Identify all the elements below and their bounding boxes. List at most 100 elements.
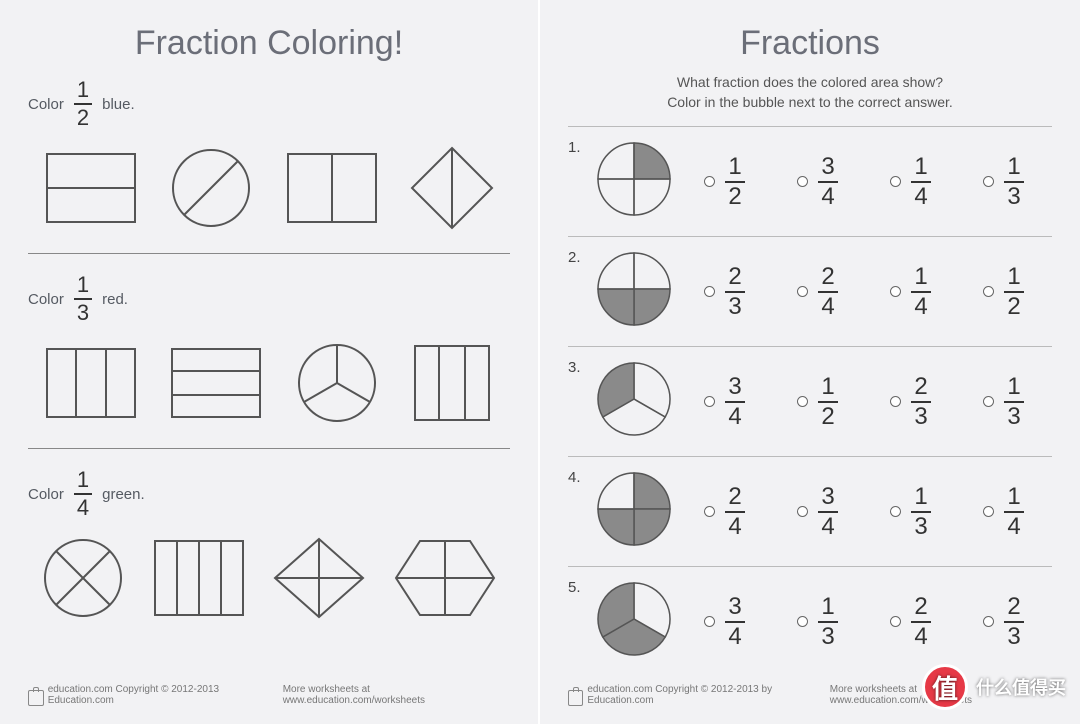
- option-fraction: 23: [725, 265, 744, 319]
- answer-option[interactable]: 12: [797, 375, 841, 429]
- answer-option[interactable]: 34: [797, 485, 841, 539]
- answer-option[interactable]: 13: [983, 375, 1027, 429]
- question-pie: [594, 579, 672, 664]
- shape-rect-h3: [166, 343, 266, 423]
- option-fraction: 34: [818, 155, 837, 209]
- option-fraction: 34: [725, 375, 744, 429]
- bubble-icon[interactable]: [983, 616, 994, 627]
- option-fraction: 24: [818, 265, 837, 319]
- question-row: 3. 34 12 23 13: [568, 346, 1052, 456]
- options: 23 24 14 12: [680, 265, 1052, 319]
- question-row: 5. 34 13 24 23: [568, 566, 1052, 676]
- watermark: 值 什么值得买: [922, 664, 1066, 710]
- questions-list: 1. 12 34 14 13 2. 23 24: [568, 126, 1052, 676]
- bubble-icon[interactable]: [704, 286, 715, 297]
- bubble-icon[interactable]: [890, 396, 901, 407]
- bubble-icon[interactable]: [890, 176, 901, 187]
- answer-option[interactable]: 34: [704, 375, 748, 429]
- answer-option[interactable]: 12: [983, 265, 1027, 319]
- bubble-icon[interactable]: [890, 286, 901, 297]
- brand-logo: education.com Copyright © 2012-2013 Educ…: [28, 684, 283, 706]
- answer-option[interactable]: 12: [704, 155, 748, 209]
- footer-more: More worksheets at www.education.com/wor…: [283, 684, 510, 706]
- shape-diamond-2: [407, 143, 497, 233]
- bubble-icon[interactable]: [983, 506, 994, 517]
- question-number: 3.: [568, 359, 586, 376]
- question-row: 1. 12 34 14 13: [568, 126, 1052, 236]
- worksheet-right: Fractions What fraction does the colored…: [540, 0, 1080, 724]
- worksheet-left: Fraction Coloring! Color 12 blue. Color …: [0, 0, 540, 724]
- question-pie: [594, 139, 672, 224]
- shape-square-h2: [41, 148, 141, 228]
- pie-icon: [594, 469, 674, 549]
- question-number: 1.: [568, 139, 586, 156]
- answer-option[interactable]: 14: [890, 155, 934, 209]
- fraction-1-4: 14: [74, 469, 92, 519]
- answer-option[interactable]: 24: [704, 485, 748, 539]
- pie-icon: [594, 359, 674, 439]
- shape-circle-4x: [38, 533, 128, 623]
- answer-option[interactable]: 23: [983, 595, 1027, 649]
- bubble-icon[interactable]: [797, 506, 808, 517]
- shape-circle-3: [292, 338, 382, 428]
- shapes-row-1: [28, 143, 510, 233]
- answer-option[interactable]: 14: [983, 485, 1027, 539]
- shapes-row-2: [28, 338, 510, 428]
- bubble-icon[interactable]: [890, 616, 901, 627]
- answer-option[interactable]: 23: [704, 265, 748, 319]
- bubble-icon[interactable]: [983, 176, 994, 187]
- question-pie: [594, 249, 672, 334]
- bubble-icon[interactable]: [704, 616, 715, 627]
- divider-1: [28, 253, 510, 254]
- left-footer: education.com Copyright © 2012-2013 Educ…: [28, 684, 510, 706]
- logo-icon: [568, 690, 583, 706]
- shape-circle-2: [166, 143, 256, 233]
- option-fraction: 12: [725, 155, 744, 209]
- answer-option[interactable]: 34: [797, 155, 841, 209]
- answer-option[interactable]: 13: [983, 155, 1027, 209]
- bubble-icon[interactable]: [797, 176, 808, 187]
- options: 34 12 23 13: [680, 375, 1052, 429]
- answer-option[interactable]: 13: [797, 595, 841, 649]
- answer-option[interactable]: 24: [797, 265, 841, 319]
- divider-2: [28, 448, 510, 449]
- bubble-icon[interactable]: [704, 506, 715, 517]
- options: 34 13 24 23: [680, 595, 1052, 649]
- answer-option[interactable]: 13: [890, 485, 934, 539]
- question-number: 5.: [568, 579, 586, 596]
- options: 12 34 14 13: [680, 155, 1052, 209]
- option-fraction: 24: [911, 595, 930, 649]
- bubble-icon[interactable]: [797, 616, 808, 627]
- bubble-icon[interactable]: [797, 286, 808, 297]
- shape-rect-v4: [149, 533, 249, 623]
- instruction-2: Color 13 red.: [28, 274, 510, 324]
- shape-square-v2: [282, 148, 382, 228]
- instruction-1: Color 12 blue.: [28, 79, 510, 129]
- fraction-1-2: 12: [74, 79, 92, 129]
- question-number: 2.: [568, 249, 586, 266]
- bubble-icon[interactable]: [983, 286, 994, 297]
- brand-logo: education.com Copyright © 2012-2013 by E…: [568, 684, 830, 706]
- shape-rect-v3: [41, 343, 141, 423]
- bubble-icon[interactable]: [704, 396, 715, 407]
- watermark-badge-icon: 值: [922, 664, 968, 710]
- bubble-icon[interactable]: [797, 396, 808, 407]
- answer-option[interactable]: 23: [890, 375, 934, 429]
- bubble-icon[interactable]: [983, 396, 994, 407]
- bubble-icon[interactable]: [890, 506, 901, 517]
- option-fraction: 14: [911, 265, 930, 319]
- left-title: Fraction Coloring!: [28, 24, 510, 63]
- pie-icon: [594, 579, 674, 659]
- fraction-1-3: 13: [74, 274, 92, 324]
- bubble-icon[interactable]: [704, 176, 715, 187]
- question-pie: [594, 359, 672, 444]
- answer-option[interactable]: 34: [704, 595, 748, 649]
- pie-icon: [594, 249, 674, 329]
- option-fraction: 24: [725, 485, 744, 539]
- logo-icon: [28, 690, 44, 706]
- right-subtitle: What fraction does the colored area show…: [568, 73, 1052, 112]
- answer-option[interactable]: 24: [890, 595, 934, 649]
- answer-option[interactable]: 14: [890, 265, 934, 319]
- question-row: 4. 24 34 13 14: [568, 456, 1052, 566]
- option-fraction: 12: [818, 375, 837, 429]
